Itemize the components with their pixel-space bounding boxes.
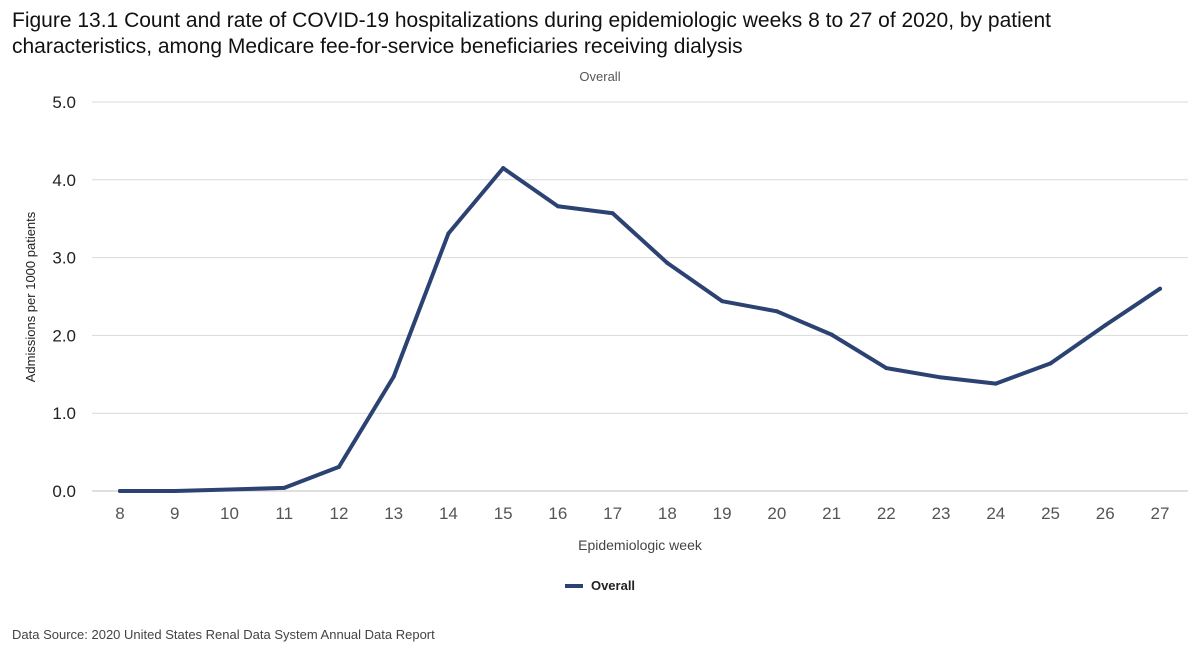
x-tick-label: 13 <box>384 504 403 523</box>
y-tick-labels: 0.0 1.0 2.0 3.0 4.0 5.0 <box>52 93 76 501</box>
legend: Overall <box>0 578 1200 593</box>
legend-swatch-overall <box>564 583 583 588</box>
x-tick-label: 15 <box>494 504 513 523</box>
data-point <box>118 489 122 493</box>
data-point <box>446 231 451 236</box>
y-tick-label: 5.0 <box>52 93 76 112</box>
y-tick-label: 3.0 <box>52 249 76 268</box>
data-point <box>555 204 560 209</box>
x-tick-label: 10 <box>220 504 239 523</box>
x-tick-label: 11 <box>275 504 293 523</box>
data-point <box>774 309 779 314</box>
data-point <box>829 332 834 337</box>
data-point <box>884 366 889 371</box>
chart-subtitle: Overall <box>579 69 621 84</box>
data-point <box>1103 323 1108 328</box>
data-point <box>993 381 998 386</box>
data-point <box>336 464 341 469</box>
data-point <box>501 166 506 171</box>
data-point <box>282 485 287 490</box>
x-tick-label: 24 <box>986 504 1005 523</box>
y-axis-label: Admissions per 1000 patients <box>23 211 38 382</box>
x-tick-label: 9 <box>170 504 179 523</box>
x-tick-label: 18 <box>658 504 677 523</box>
x-tick-label: 23 <box>932 504 951 523</box>
x-tick-label: 14 <box>439 504 458 523</box>
legend-label-overall: Overall <box>590 578 636 593</box>
gridlines <box>92 101 1188 492</box>
x-tick-label: 22 <box>877 504 896 523</box>
series-lines <box>118 166 1162 493</box>
data-point <box>172 489 177 493</box>
x-tick-label: 17 <box>603 504 622 523</box>
x-tick-labels: 8 9 10 11 12 13 14 15 16 17 18 19 20 21 22 23 24 25 26 27 <box>115 504 1169 523</box>
data-point <box>665 261 670 266</box>
data-source-note: Data Source: 2020 United States Renal Da… <box>12 627 435 642</box>
x-tick-label: 8 <box>115 504 124 523</box>
data-point <box>227 487 232 492</box>
x-tick-label: 20 <box>767 504 786 523</box>
data-point <box>391 374 396 379</box>
x-tick-label: 12 <box>329 504 348 523</box>
y-tick-label: 0.0 <box>52 482 76 501</box>
x-tick-label: 26 <box>1096 504 1115 523</box>
series-line-overall <box>118 166 1162 493</box>
x-tick-label: 19 <box>713 504 732 523</box>
x-tick-label: 27 <box>1151 504 1170 523</box>
data-point <box>1048 361 1053 366</box>
x-tick-label: 16 <box>548 504 567 523</box>
figure-title: Figure 13.1 Count and rate of COVID-19 h… <box>12 9 1051 58</box>
data-point <box>1158 286 1162 291</box>
x-axis-label: Epidemiologic week <box>578 537 703 553</box>
data-point <box>720 299 725 304</box>
y-tick-label: 1.0 <box>52 404 76 423</box>
y-tick-label: 4.0 <box>52 171 76 190</box>
y-tick-label: 2.0 <box>52 326 76 345</box>
x-tick-label: 25 <box>1041 504 1060 523</box>
x-tick-label: 21 <box>822 504 841 523</box>
data-point <box>610 211 615 216</box>
data-point <box>939 375 944 380</box>
